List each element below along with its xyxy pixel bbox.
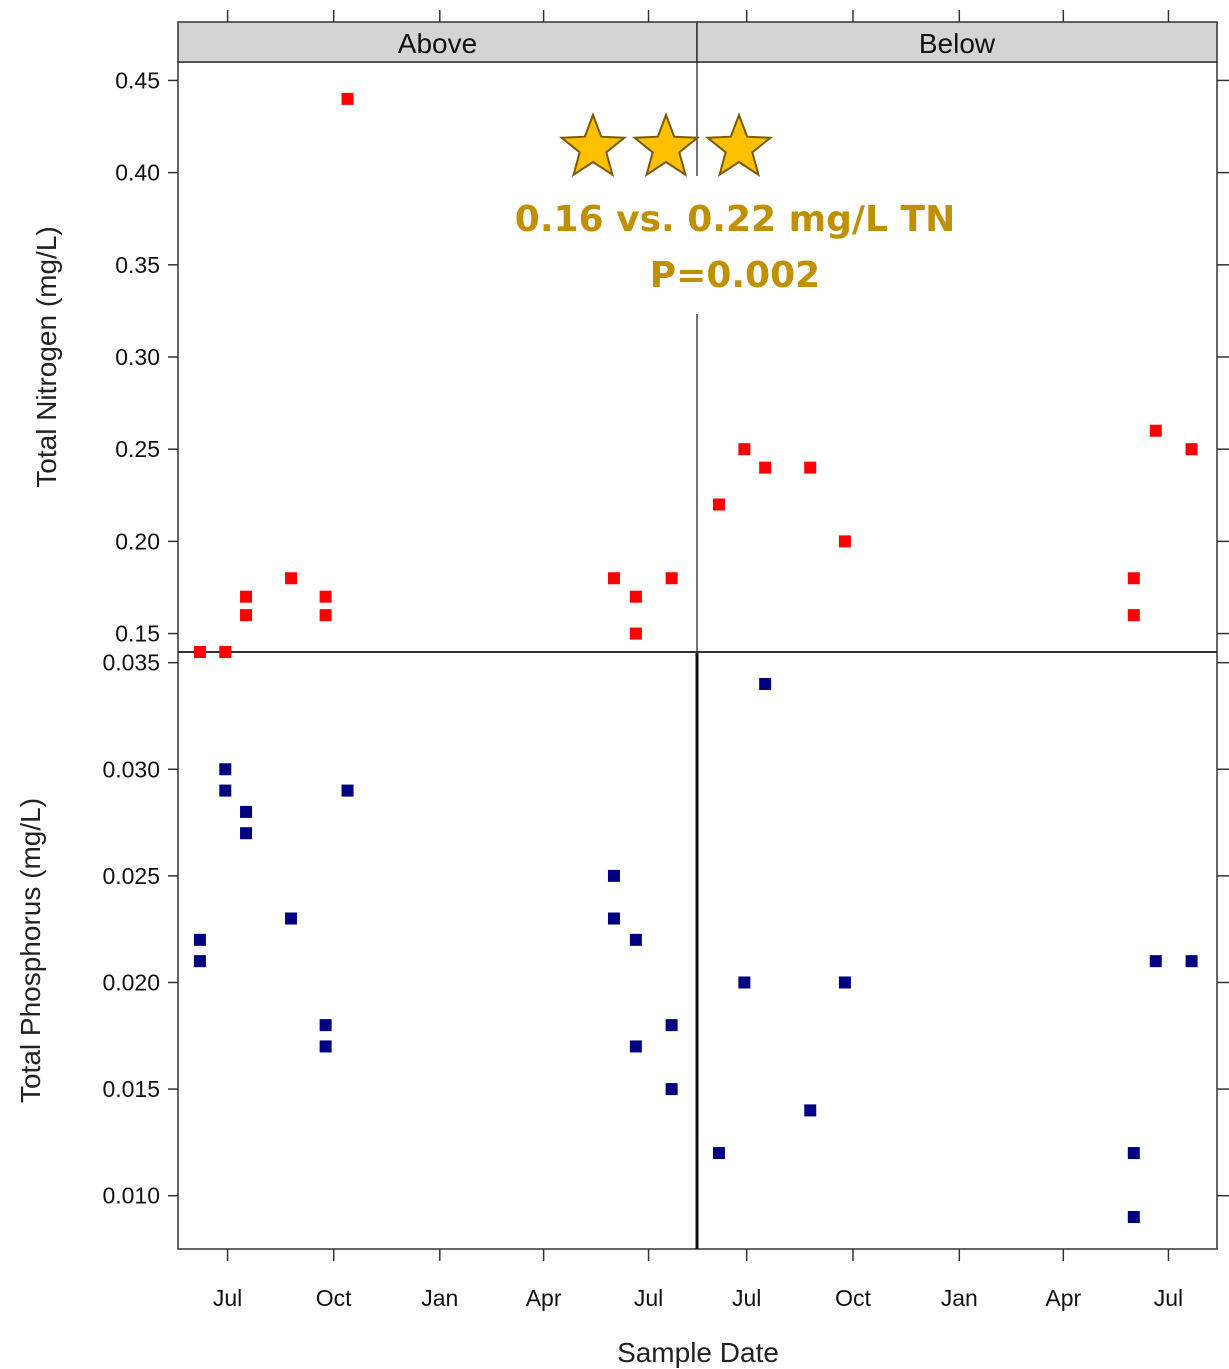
y-tick-label: 0.45 (115, 67, 160, 93)
data-point (607, 869, 620, 882)
data-point (838, 535, 851, 548)
x-tick-label: Oct (316, 1285, 352, 1311)
data-point (285, 912, 298, 925)
data-point (629, 1040, 642, 1053)
data-point (1149, 424, 1162, 437)
data-point (1127, 609, 1140, 622)
data-point (665, 1083, 678, 1096)
x-tick-label: Apr (1045, 1285, 1081, 1311)
data-point (319, 590, 332, 603)
data-point (665, 572, 678, 585)
y-axis-title-nitrogen: Total Nitrogen (mg/L) (31, 226, 62, 487)
x-tick-label: Jul (213, 1285, 242, 1311)
panel-strips: Above Below (177, 21, 1218, 63)
data-point (804, 461, 817, 474)
data-point (341, 784, 354, 797)
data-point (607, 572, 620, 585)
data-point (738, 976, 751, 989)
x-tick-label: Apr (526, 1285, 562, 1311)
x-tick-label: Oct (835, 1285, 871, 1311)
y-tick-label: 0.030 (102, 756, 160, 782)
data-point (219, 646, 232, 658)
y-tick-label: 0.20 (115, 528, 160, 554)
x-tick-label: Jan (941, 1285, 978, 1311)
data-point (319, 1019, 332, 1032)
y-tick-label: 0.40 (115, 160, 160, 186)
data-point (1185, 443, 1198, 456)
data-point (193, 933, 206, 946)
y-tick-label: 0.015 (102, 1076, 160, 1102)
data-point (285, 572, 298, 585)
y-tick-label: 0.025 (102, 863, 160, 889)
data-point (712, 498, 725, 511)
x-tick-label: Jul (1154, 1285, 1183, 1311)
data-point (712, 1147, 725, 1160)
y-tick-label: 0.35 (115, 252, 160, 278)
annotation-backdrop (690, 176, 704, 314)
data-point (1185, 955, 1198, 968)
data-point (341, 92, 354, 105)
strip-label-below: Below (919, 28, 996, 59)
star-icon (631, 112, 701, 177)
data-point (629, 627, 642, 640)
data-point (738, 443, 751, 456)
y-tick-label: 0.25 (115, 436, 160, 462)
data-point (240, 590, 253, 603)
data-point (193, 955, 206, 968)
strip-above (177, 21, 698, 63)
x-tick-label: Jul (634, 1285, 663, 1311)
data-point (804, 1104, 817, 1117)
annotation-line-2: P=0.002 (650, 255, 820, 296)
axis-ticks: Jul Oct Jan Apr Jul Jul Oct Jan Apr Jul 0.15 0.20 0.… (15, 10, 1229, 1311)
x-axis-title: Sample Date (617, 1337, 779, 1368)
annotation-line-1: 0.16 vs. 0.22 mg/L TN (515, 199, 955, 240)
y-tick-label: 0.020 (102, 969, 160, 995)
significance-annotation: 0.16 vs. 0.22 mg/L TN P=0.002 (515, 112, 955, 314)
data-point (1127, 1147, 1140, 1160)
data-point (319, 1040, 332, 1053)
data-points (193, 92, 1198, 1224)
data-point (319, 609, 332, 622)
data-point (193, 646, 206, 658)
data-point (219, 784, 232, 797)
star-icon (704, 112, 774, 177)
data-point (607, 912, 620, 925)
data-point (629, 590, 642, 603)
strip-label-above: Above (398, 28, 477, 59)
data-point (219, 763, 232, 776)
data-point (240, 609, 253, 622)
data-point (1149, 955, 1162, 968)
data-point (1127, 1211, 1140, 1224)
data-point (759, 677, 772, 690)
strip-below (696, 21, 1218, 63)
y-tick-label: 0.010 (102, 1183, 160, 1209)
y-tick-label: 0.15 (115, 621, 160, 647)
star-icon (558, 112, 628, 177)
data-point (240, 827, 253, 840)
data-point (1127, 572, 1140, 585)
data-point (759, 461, 772, 474)
data-point (629, 933, 642, 946)
data-point (838, 976, 851, 989)
data-point (240, 805, 253, 818)
data-point (665, 1019, 678, 1032)
x-tick-label: Jan (421, 1285, 458, 1311)
y-tick-label: 0.035 (102, 650, 160, 676)
y-tick-label: 0.30 (115, 344, 160, 370)
y-axis-title-phosphorus: Total Phosphorus (mg/L) (15, 798, 46, 1103)
x-tick-label: Jul (732, 1285, 761, 1311)
